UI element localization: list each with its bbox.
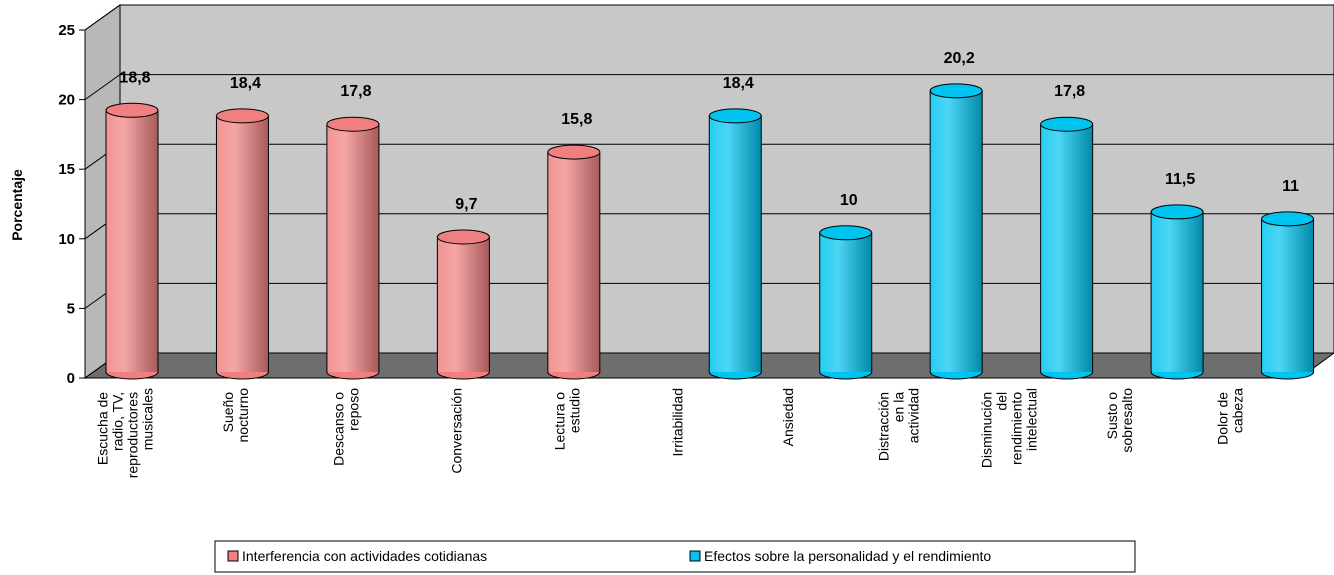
y-tick-label: 10 <box>58 231 75 248</box>
bar-top <box>819 225 873 241</box>
x-tick-label: Disminución del rendimiento intelectual <box>978 388 1039 468</box>
bar-shade <box>1040 124 1093 372</box>
y-tick-label: 15 <box>58 161 75 178</box>
bar-top <box>1150 204 1204 220</box>
x-tick-label: Lectura o estudio <box>552 388 583 450</box>
bar-top <box>1261 211 1315 227</box>
x-tick-label: Sueño nocturno <box>220 388 251 443</box>
x-tick-label: Ansiedad <box>780 388 796 446</box>
legend-swatch <box>689 550 701 562</box>
value-label: 17,8 <box>1054 83 1085 100</box>
legend <box>214 540 1136 573</box>
bar-shade <box>930 90 983 372</box>
x-tick-label: Susto o sobresalto <box>1104 388 1135 453</box>
x-tick-label: Distracción en la actividad <box>875 388 921 461</box>
bar-shade <box>437 236 490 372</box>
grid-line <box>84 74 1334 101</box>
legend-swatch <box>227 550 239 562</box>
bar-shade <box>326 124 379 372</box>
bar-top <box>1040 116 1094 132</box>
value-label: 11 <box>1282 178 1299 195</box>
value-label: 10 <box>840 192 858 209</box>
grid-line <box>84 4 1334 31</box>
legend-label: Interferencia con actividades cotidianas <box>242 548 487 564</box>
bar-shade <box>106 110 158 372</box>
x-tick-label: Dolor de cabeza <box>1214 388 1245 445</box>
bar-shade <box>547 152 600 372</box>
y-tick-label: 25 <box>58 22 75 39</box>
y-tick-label: 5 <box>67 300 75 317</box>
x-tick-label: Conversación <box>449 388 465 474</box>
bar-top <box>708 108 762 124</box>
y-tick-label: 0 <box>67 370 75 387</box>
value-label: 11,5 <box>1165 171 1195 188</box>
legend-label: Efectos sobre la personalidad y el rendi… <box>704 548 991 564</box>
bar-top <box>547 144 601 160</box>
bar-shade <box>1151 211 1204 372</box>
value-label: 15,8 <box>561 111 592 128</box>
value-label: 18,4 <box>230 75 261 92</box>
bar-shade <box>819 232 872 372</box>
value-label: 20,2 <box>944 50 975 67</box>
bar-top <box>929 83 983 99</box>
bar-shade <box>1261 218 1314 372</box>
x-tick-label: Irritabilidad <box>670 388 686 456</box>
bar-top <box>326 116 380 132</box>
x-tick-label: Descanso o reposo <box>331 388 362 466</box>
value-label: 18,8 <box>119 69 150 86</box>
value-label: 18,4 <box>723 75 754 92</box>
x-tick-label: Escucha de radio, TV, reproductores musi… <box>95 388 156 478</box>
y-axis-title: Porcentaje <box>9 169 25 241</box>
y-tick-label: 20 <box>58 92 75 109</box>
value-label: 9,7 <box>455 196 477 213</box>
bar-top <box>436 229 490 245</box>
bar-top <box>105 102 159 118</box>
bar-top <box>215 108 269 124</box>
bar-shade <box>709 115 762 372</box>
bar-shade <box>216 115 269 372</box>
value-label: 17,8 <box>340 83 371 100</box>
